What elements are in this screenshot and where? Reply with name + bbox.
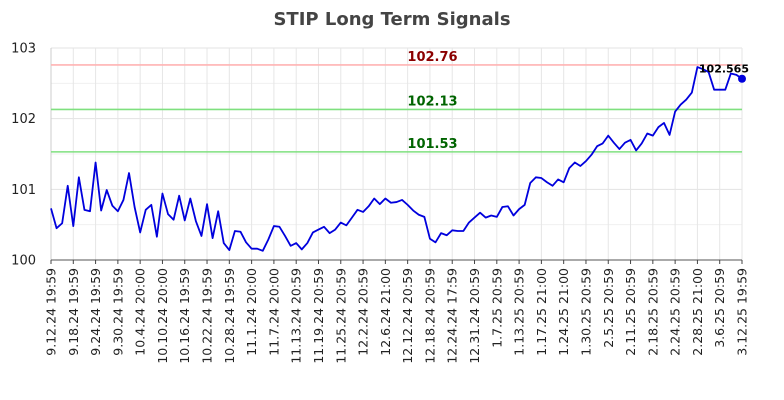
x-tick-label: 10.22.24 19:59 — [200, 268, 215, 364]
reference-line-label: 101.53 — [407, 137, 457, 152]
y-tick-label: 100 — [11, 254, 36, 269]
x-tick-label: 3.12.25 19:59 — [735, 268, 750, 356]
reference-lines: 102.76 102.13 101.53 — [51, 50, 742, 153]
x-tick-label: 11.19.24 20:59 — [311, 268, 326, 364]
x-tick-label: 2.11.25 20:59 — [623, 268, 638, 356]
x-tick-label: 1.13.25 20:59 — [512, 268, 527, 356]
y-tick-label: 102 — [11, 112, 36, 127]
x-tick-label: 12.18.24 20:59 — [422, 268, 437, 364]
x-tick-label: 9.30.24 19:59 — [110, 268, 125, 356]
x-tick-label: 9.24.24 19:59 — [88, 268, 103, 356]
x-tick-label: 2.5.25 20:59 — [601, 268, 616, 348]
x-tick-label: 2.18.25 20:59 — [645, 268, 660, 356]
x-tick-label: 1.30.25 20:59 — [578, 268, 593, 356]
x-tick-label: 12.6.24 21:00 — [378, 268, 393, 356]
x-tick-label: 9.18.24 19:59 — [66, 268, 81, 356]
y-tick-label: 101 — [11, 183, 36, 198]
last-value-label: 102.565 — [699, 63, 749, 76]
x-tick-label: 12.2.24 20:59 — [356, 268, 371, 356]
x-tick-label: 11.25.24 20:59 — [333, 268, 348, 364]
x-tick-label: 12.12.24 20:59 — [400, 268, 415, 364]
x-tick-label: 2.24.25 20:59 — [668, 268, 683, 356]
x-tick-label: 10.4.24 20:00 — [133, 268, 148, 356]
x-tick-label: 3.6.25 20:59 — [712, 268, 727, 348]
x-tick-label: 10.28.24 19:59 — [222, 268, 237, 364]
x-tick-label: 9.12.24 19:59 — [44, 268, 59, 356]
series-layer — [50, 66, 743, 252]
x-axis: 9.12.24 19:59 9.18.24 19:59 9.24.24 19:59 9… — [44, 260, 750, 364]
annotations: 102.565 — [699, 63, 749, 83]
x-tick-label: 1.17.25 21:00 — [534, 268, 549, 356]
x-tick-label: 2.28.25 21:00 — [690, 268, 705, 356]
reference-line-label: 102.13 — [407, 94, 457, 109]
chart-title: STIP Long Term Signals — [273, 9, 510, 30]
x-tick-label: 11.7.24 20:00 — [266, 268, 281, 356]
series-line — [50, 66, 743, 252]
x-tick-label: 12.31.24 20:59 — [467, 268, 482, 364]
x-tick-label: 10.10.24 20:00 — [155, 268, 170, 364]
last-value-marker — [738, 74, 746, 83]
grid — [50, 47, 743, 261]
y-tick-label: 103 — [11, 42, 36, 57]
x-tick-label: 11.1.24 20:00 — [244, 268, 259, 356]
x-tick-label: 12.24.24 17:59 — [445, 268, 460, 364]
x-tick-label: 10.16.24 19:59 — [177, 268, 192, 364]
x-tick-label: 11.13.24 20:59 — [289, 268, 304, 364]
reference-line-label: 102.76 — [407, 50, 457, 65]
x-tick-label: 1.7.25 20:59 — [489, 268, 504, 348]
x-tick-label: 1.24.25 21:00 — [556, 268, 571, 356]
y-axis: 100 101 102 103 — [11, 42, 36, 269]
